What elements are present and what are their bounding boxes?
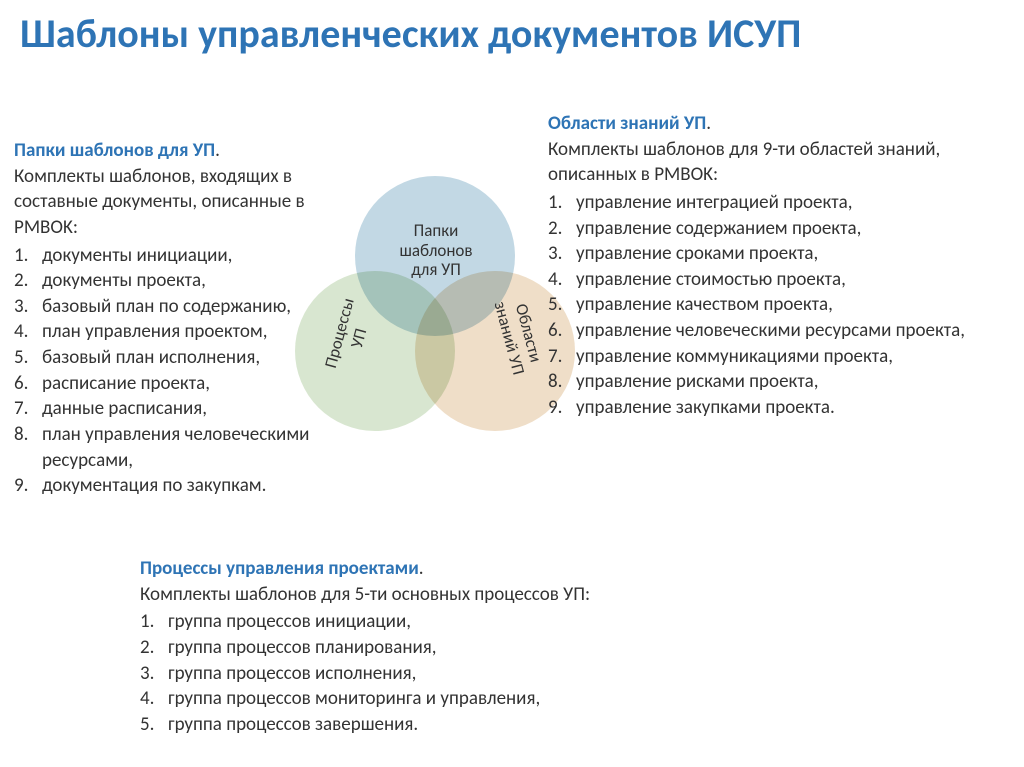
list-item: управление закупками проекта.: [548, 395, 1008, 421]
bottom-heading: Процессы управления проектами: [140, 557, 419, 580]
list-item: документы проекта,: [14, 268, 334, 294]
right-heading: Области знаний УП: [548, 112, 706, 135]
list-item: группа процессов мониторинга и управлени…: [140, 686, 840, 712]
list-item: управление коммуникациями проекта,: [548, 344, 1008, 370]
list-item: базовый план исполнения,: [14, 345, 334, 371]
bottom-heading-dot: .: [419, 557, 424, 580]
left-heading-dot: .: [215, 139, 220, 162]
list-item: управление качеством проекта,: [548, 292, 1008, 318]
bottom-intro: Комплекты шаблонов для 5-ти основных про…: [140, 582, 840, 608]
list-item: управление рисками проекта,: [548, 369, 1008, 395]
right-heading-dot: .: [706, 112, 711, 135]
left-heading: Папки шаблонов для УП: [14, 139, 215, 162]
list-item: расписание проекта,: [14, 371, 334, 397]
bottom-list: группа процессов инициации,группа процес…: [140, 609, 840, 737]
content-area: Папки шаблонов для УП Процессы УП Област…: [0, 56, 1024, 756]
list-item: документация по закупкам.: [14, 473, 334, 499]
right-list: управление интеграцией проекта,управлени…: [548, 190, 1008, 421]
bottom-section: Процессы управления проектами. Комплекты…: [140, 556, 840, 737]
venn-diagram: Папки шаблонов для УП Процессы УП Област…: [295, 176, 575, 466]
list-item: базовый план по содержанию,: [14, 294, 334, 320]
list-item: план управления человеческими ресурсами,: [14, 422, 334, 473]
list-item: данные расписания,: [14, 396, 334, 422]
list-item: управление содержанием проекта,: [548, 216, 1008, 242]
left-list: документы инициации,документы проекта,ба…: [14, 243, 334, 499]
list-item: план управления проектом,: [14, 319, 334, 345]
list-item: группа процессов завершения.: [140, 712, 840, 738]
list-item: группа процессов инициации,: [140, 609, 840, 635]
list-item: управление стоимостью проекта,: [548, 267, 1008, 293]
left-section: Папки шаблонов для УП. Комплекты шаблоно…: [14, 138, 334, 499]
list-item: группа процессов исполнения,: [140, 661, 840, 687]
list-item: управление интеграцией проекта,: [548, 190, 1008, 216]
list-item: управление человеческими ресурсами проек…: [548, 318, 1008, 344]
page-title: Шаблоны управленческих документов ИСУП: [0, 0, 1024, 56]
list-item: управление сроками проекта,: [548, 241, 1008, 267]
left-intro: Комплекты шаблонов, входящих в составные…: [14, 164, 334, 241]
list-item: группа процессов планирования,: [140, 635, 840, 661]
right-section: Области знаний УП. Комплекты шаблонов дл…: [548, 111, 1008, 421]
right-intro: Комплекты шаблонов для 9-ти областей зна…: [548, 137, 1008, 188]
list-item: документы инициации,: [14, 243, 334, 269]
